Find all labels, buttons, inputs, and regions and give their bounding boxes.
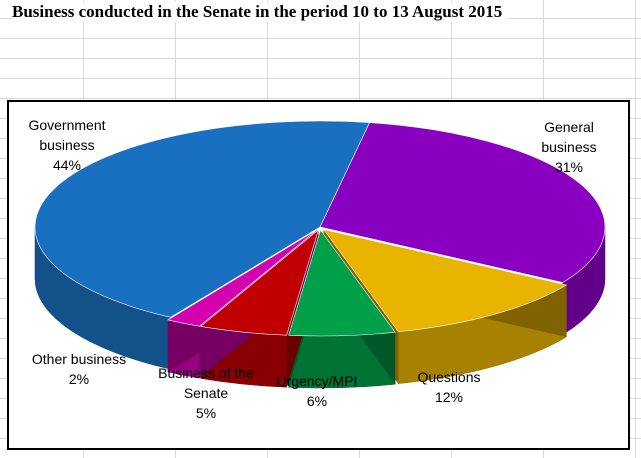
pie-slice-0[interactable] — [319, 122, 606, 283]
pie-slice-1[interactable] — [322, 228, 568, 333]
pie-chart: General business 31% Questions 12% Urgency/MP… — [28, 117, 606, 421]
slice-label-4: Other business 2% — [32, 351, 126, 387]
pie-slice-4[interactable] — [167, 229, 318, 327]
slice-label-1: Questions 12% — [417, 369, 480, 405]
slice-label-3: Business of the Senate 5% — [158, 365, 254, 421]
chart-area[interactable]: General business 31% Questions 12% Urgency/MP… — [7, 100, 630, 450]
pie-slice-5[interactable] — [34, 120, 370, 318]
slice-label-5: Government business 44% — [28, 117, 105, 173]
slice-label-0: General business 31% — [541, 119, 596, 175]
sheet-title: Business conducted in the Senate in the … — [12, 2, 509, 22]
slice-label-2: Urgency/MPI 6% — [277, 373, 358, 409]
pie-slice-3[interactable] — [199, 229, 319, 336]
pie-slice-2[interactable] — [288, 229, 396, 337]
